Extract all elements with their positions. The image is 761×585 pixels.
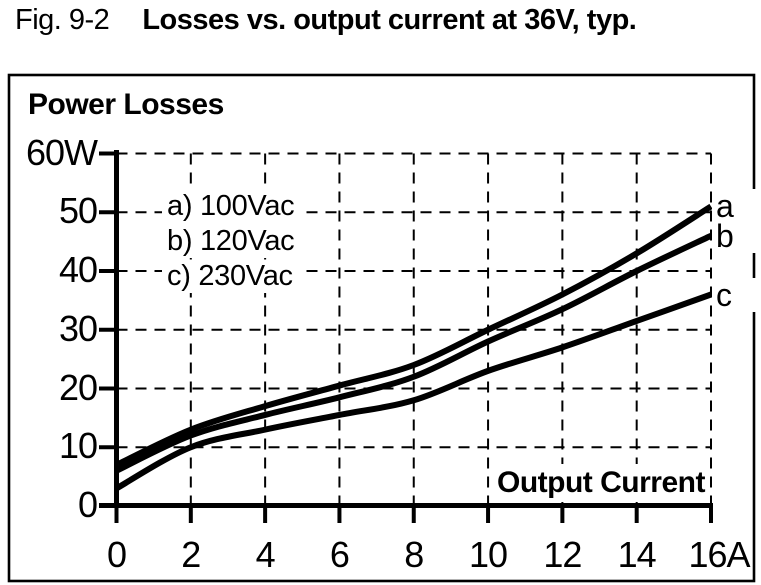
x-tick-label: 14 [617,534,657,575]
legend-item: c) 230Vac [162,260,299,293]
legend-item: a) 100Vac [162,190,301,223]
curve-b [115,233,713,474]
y-tick-label: 0 [77,484,98,525]
figure-header: Fig. 9-2 Losses vs. output current at 36… [15,4,637,37]
curve-a [115,203,713,468]
x-tick-label: 0 [106,534,127,575]
y-tick-label: 10 [58,425,98,467]
y-tick-label: 40 [58,249,98,290]
x-tick-label: 2 [181,534,201,575]
curve-c [115,291,713,491]
curve-label-c: c [712,277,756,312]
x-tick-label: 6 [329,534,350,575]
x-tick-label: 4 [255,534,276,575]
x-tick-label: 16A [688,534,750,575]
legend: a) 100Vac b) 120Vac c) 230Vac [162,190,301,295]
x-tick-label: 8 [404,534,424,575]
y-tick-label: 60W [25,131,98,173]
figure-title: Losses vs. output current at 36V, typ. [142,4,637,36]
chart-border [7,73,756,583]
y-tick-label: 30 [58,307,98,349]
y-tick-label: 50 [58,190,98,232]
curve-label-b: b [712,218,756,253]
x-axis-title: Output Current [492,464,710,502]
curve-label-a: a [712,189,756,224]
legend-item: b) 120Vac [162,225,301,258]
x-tick-label: 12 [543,534,582,575]
y-tick-label: 20 [58,366,98,408]
axes [99,150,713,508]
figure-number: Fig. 9-2 [15,4,110,36]
y-axis-title: Power Losses [28,88,224,121]
curves [115,203,713,491]
x-tick-label: 10 [469,534,508,575]
